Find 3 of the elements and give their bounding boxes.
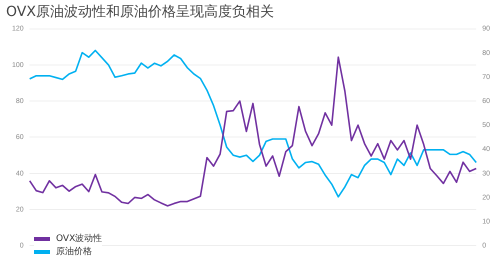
chart-title: OVX原油波动性和原油价格呈现高度负相关 xyxy=(6,4,274,20)
legend-label: 原油价格 xyxy=(56,246,92,258)
legend-label: OVX波动性 xyxy=(56,232,102,245)
